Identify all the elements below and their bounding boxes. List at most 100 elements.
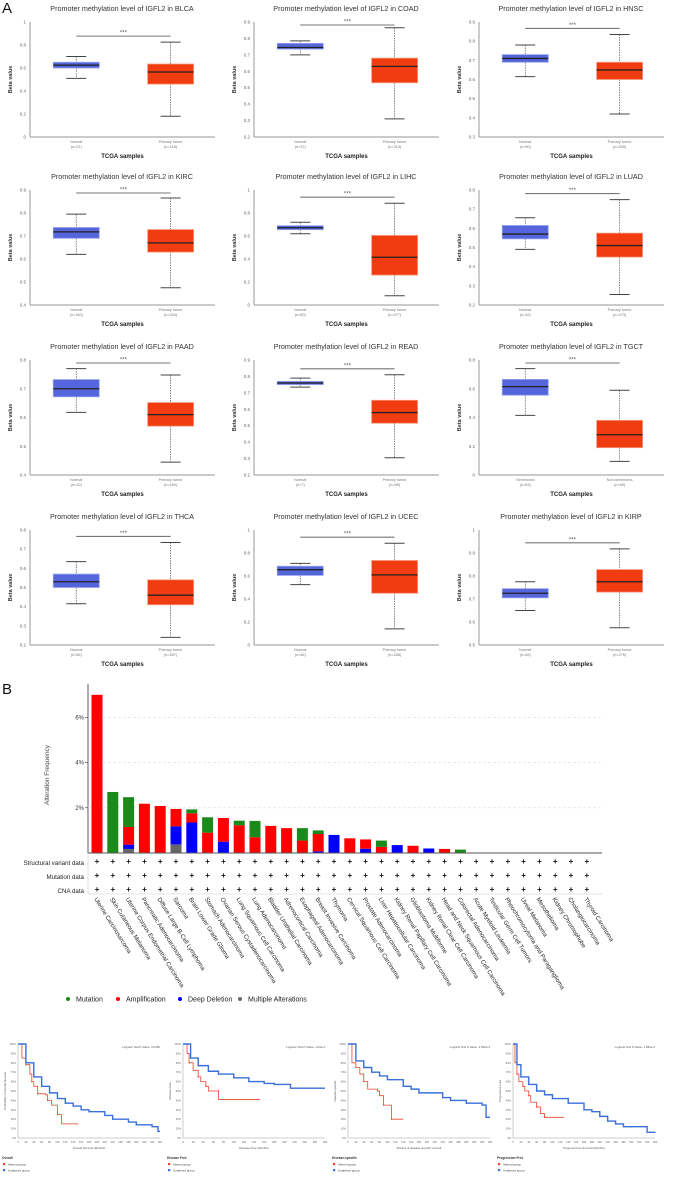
x-tick-label: 20 (192, 1140, 195, 1144)
y-tick-label: 0.6 (20, 415, 27, 420)
x-tick-label: 260 (118, 1140, 123, 1144)
group-label: Primary tumor (159, 308, 184, 312)
row-marker: + (521, 857, 526, 866)
x-axis-label: TCGA samples (550, 492, 593, 498)
bar-segment-amplification (375, 846, 387, 853)
y-tick-label: 60% (341, 1080, 347, 1084)
km-plot: 0% 10% 20% 30% 40% 50% 60% 70% 80% 90% 100% 0 20 40 60… (2, 1042, 163, 1173)
censor-mark (289, 1087, 292, 1089)
row-marker: + (426, 885, 431, 894)
legend-label: Multiple Alterations (248, 997, 307, 1004)
bar-segment-deep-deletion (312, 851, 324, 853)
y-tick-label: 0.2 (244, 135, 251, 140)
boxplot-panel: Promoter methylation level of IGFL2 in L… (457, 172, 664, 328)
y-tick-label: 0.2 (20, 112, 27, 117)
significance-label: *** (344, 363, 352, 369)
bar-segment-amplification (233, 825, 245, 853)
row-marker: + (379, 871, 384, 880)
row-marker: + (474, 871, 479, 880)
y-tick-label: 100% (339, 1042, 346, 1046)
legend-label: Mutation (76, 997, 103, 1004)
y-tick-label: 100% (504, 1042, 511, 1046)
y-tick-label: 70% (506, 1070, 512, 1074)
y-tick-label: 0.2 (469, 444, 476, 449)
y-tick-label: 10% (176, 1127, 182, 1131)
x-tick-label: 240 (303, 1140, 308, 1144)
y-tick-label: 0.7 (469, 207, 476, 212)
group-label: Primary tumor (608, 308, 633, 312)
y-tick-label: 0 (472, 473, 475, 478)
group-n-label: (n=418) (164, 145, 178, 149)
y-tick-label: 0.4 (244, 597, 251, 602)
censor-mark (630, 1126, 632, 1128)
y-tick-label: 20% (176, 1117, 182, 1121)
boxplot-panel: Promoter methylation level of IGFL2 in K… (8, 172, 215, 328)
alteration-bar-svg: 2%4%6%Alteration Frequency+++Uterine Car… (23, 684, 614, 1004)
bar-segment-amplification (344, 838, 356, 853)
row-marker: + (284, 871, 289, 880)
y-tick-label: 0.3 (469, 283, 476, 288)
group-n-label: (n=21) (71, 145, 83, 149)
y-tick-label: 90% (341, 1051, 347, 1055)
row-marker: + (221, 857, 226, 866)
y-tick-label: 0.7 (20, 234, 27, 239)
legend-marker (498, 1169, 501, 1172)
group-label: Non-seminoma (607, 478, 634, 482)
normal-box (52, 573, 100, 588)
row-marker: + (442, 885, 447, 894)
row-marker: + (553, 871, 558, 880)
bar-segment-amplification (281, 828, 293, 853)
row-marker: + (237, 871, 242, 880)
x-tick-label: 140 (252, 1140, 257, 1144)
x-tick-label: 120 (63, 1140, 68, 1144)
row-marker: + (426, 857, 431, 866)
legend-marker (168, 1169, 171, 1172)
x-tick-label: 20 (24, 1140, 27, 1144)
x-tick-label: 0 (512, 1140, 514, 1144)
censor-mark (31, 1081, 33, 1083)
y-tick-label: 0.9 (244, 358, 251, 363)
row-marker: + (458, 885, 463, 894)
x-tick-label: 140 (71, 1140, 76, 1144)
row-marker: + (363, 885, 368, 894)
row-marker: + (189, 885, 194, 894)
tumor-box (147, 579, 195, 606)
altered-curve (18, 1043, 78, 1125)
y-tick-label: 0.6 (244, 234, 251, 239)
bar-segment-amplification (407, 845, 419, 853)
y-axis-label: Beta value (8, 574, 14, 602)
censor-mark (273, 1083, 275, 1086)
y-tick-label: 0 (247, 643, 250, 648)
row-marker: + (395, 857, 400, 866)
category-label: Pheochromocytoma and Paraganglioma (503, 897, 565, 992)
y-tick-label: 50% (506, 1089, 512, 1093)
group-n-label: (n=324) (164, 313, 178, 317)
censor-mark (80, 1109, 82, 1111)
censor-mark (197, 1076, 199, 1078)
legend-title: Disease Free (167, 1156, 187, 1160)
bar-segment-deep-deletion (123, 844, 135, 849)
group-label: Primary tumor (159, 478, 184, 482)
boxplot-panel: Promoter methylation level of IGFL2 in L… (232, 172, 439, 328)
y-tick-label: 0.6 (244, 407, 251, 412)
x-axis-label: Overall Survival (Months) (73, 1146, 105, 1150)
x-tick-label: 60 (40, 1140, 43, 1144)
y-tick-label: 0.5 (469, 96, 476, 101)
y-tick-label: 0.9 (20, 188, 27, 193)
unaltered-curve (183, 1043, 325, 1089)
x-tick-label: 340 (150, 1140, 155, 1144)
x-tick-label: 160 (79, 1140, 84, 1144)
bar-segment-amplification (217, 817, 229, 842)
censor-mark (520, 1076, 522, 1078)
row-marker: + (253, 857, 258, 866)
y-tick-label: 1 (472, 528, 475, 533)
legend-marker (116, 997, 120, 1001)
row-marker: + (110, 857, 115, 866)
y-tick-label: 1 (23, 20, 26, 25)
x-tick-label: 240 (111, 1140, 116, 1144)
y-tick-label: 0.4 (469, 264, 476, 269)
group-label: Primary tumor (383, 478, 408, 482)
row-marker: + (189, 857, 194, 866)
boxplot-panel: Promoter methylation level of IGFL2 in H… (457, 4, 664, 160)
group-label: Normal (70, 308, 82, 312)
